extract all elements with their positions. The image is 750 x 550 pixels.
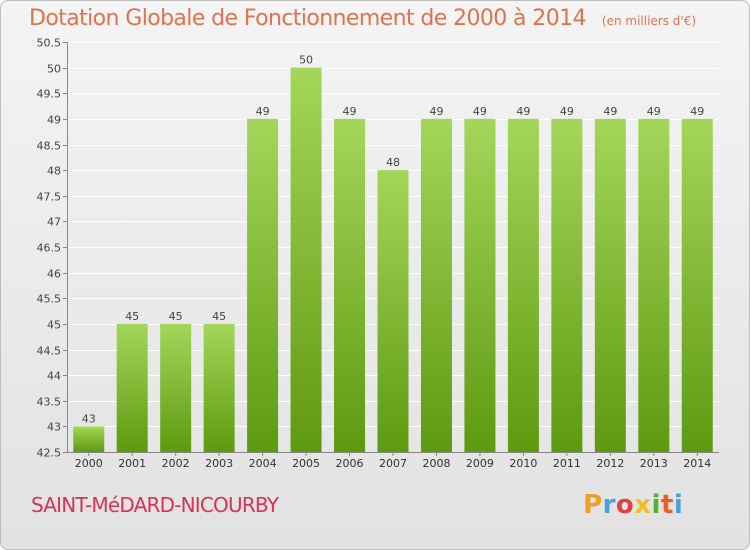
bar-2009 xyxy=(464,118,496,452)
x-tick-label-2007: 2007 xyxy=(379,457,407,470)
y-tick-label: 44.5 xyxy=(37,345,62,358)
y-tick-label: 46 xyxy=(47,268,61,281)
x-tick-label-2013: 2013 xyxy=(640,457,668,470)
y-tick-label: 43.5 xyxy=(37,396,62,409)
logo-letter: x xyxy=(634,490,652,520)
data-label-2006: 49 xyxy=(343,105,357,118)
y-tick-label: 48 xyxy=(47,165,61,178)
y-tick-label: 49.5 xyxy=(37,88,62,101)
bar-2006 xyxy=(334,118,366,452)
logo-letter: i xyxy=(673,490,684,520)
bar-2011 xyxy=(551,118,583,452)
bar-2008 xyxy=(420,118,452,452)
data-label-2005: 50 xyxy=(299,54,313,67)
x-tick-label-2002: 2002 xyxy=(162,457,190,470)
x-tick-label-2001: 2001 xyxy=(118,457,146,470)
y-tick-label: 48.5 xyxy=(37,140,62,153)
x-tick-label-2006: 2006 xyxy=(336,457,364,470)
bars xyxy=(73,67,713,452)
bar-2004 xyxy=(247,118,279,452)
data-label-2002: 45 xyxy=(169,310,183,323)
logo-letter: o xyxy=(615,490,635,520)
y-tick-label: 49 xyxy=(47,114,61,127)
commune-name: SAINT-MéDARD-NICOURBY xyxy=(31,493,279,517)
x-tick-label-2004: 2004 xyxy=(249,457,277,470)
x-tick-label-2011: 2011 xyxy=(553,457,581,470)
logo-letter: r xyxy=(602,490,616,520)
y-tick-label: 46.5 xyxy=(37,242,62,255)
y-tick-label: 47.5 xyxy=(37,191,62,204)
y-tick-label: 43 xyxy=(47,421,61,434)
data-label-2001: 45 xyxy=(125,310,139,323)
proxiti-logo: Proxiti xyxy=(583,490,683,520)
x-tick-label-2005: 2005 xyxy=(292,457,320,470)
x-tick-label-2014: 2014 xyxy=(683,457,711,470)
x-tick-label-2003: 2003 xyxy=(205,457,233,470)
x-tick-label-2009: 2009 xyxy=(466,457,494,470)
bar-2002 xyxy=(160,323,192,452)
data-label-2010: 49 xyxy=(516,105,530,118)
y-tick-label: 45.5 xyxy=(37,293,62,306)
bar-2005 xyxy=(290,67,322,452)
data-label-2011: 49 xyxy=(560,105,574,118)
y-tick-label: 44 xyxy=(47,370,61,383)
data-label-2008: 49 xyxy=(429,105,443,118)
data-label-2012: 49 xyxy=(603,105,617,118)
bar-2001 xyxy=(116,323,148,452)
data-label-2003: 45 xyxy=(212,310,226,323)
title-row: Dotation Globale de Fonctionnement de 20… xyxy=(29,6,696,31)
x-tick-label-2010: 2010 xyxy=(509,457,537,470)
chart-title: Dotation Globale de Fonctionnement de 20… xyxy=(29,6,587,31)
y-tick-label: 45 xyxy=(47,319,61,332)
y-tick-labels: 42.5 43 43.5 44 44.5 45 45.5 46 46.5 47 47.5 48 48.5… xyxy=(37,37,62,460)
x-tick-labels: 2000 2001 2002 2003 2004 2005 2006 2007 2008 2009… xyxy=(75,457,712,470)
bar-2007 xyxy=(377,170,409,452)
x-tick-label-2008: 2008 xyxy=(422,457,450,470)
bar-2013 xyxy=(638,118,670,452)
bar-2000 xyxy=(73,426,105,452)
y-tick-label: 50.5 xyxy=(37,37,62,50)
axes xyxy=(63,42,719,456)
logo-letter: P xyxy=(583,490,603,520)
logo-letter: t xyxy=(660,490,674,520)
y-tick-label: 47 xyxy=(47,216,61,229)
unit-label: (en milliers d'€) xyxy=(601,14,697,28)
data-label-2004: 49 xyxy=(256,105,270,118)
y-tick-label: 42.5 xyxy=(37,447,62,460)
data-label-2000: 43 xyxy=(82,412,96,425)
y-tick-label: 50 xyxy=(47,63,61,76)
data-label-2009: 49 xyxy=(473,105,487,118)
bar-2003 xyxy=(203,323,235,452)
data-label-2007: 48 xyxy=(386,156,400,169)
data-labels: 43 45 45 45 49 50 49 48 49 49 49 49 49 49 49 xyxy=(82,54,705,426)
x-tick-label-2012: 2012 xyxy=(596,457,624,470)
data-label-2014: 49 xyxy=(690,105,704,118)
bar-2014 xyxy=(681,118,713,452)
bar-2012 xyxy=(594,118,626,452)
data-label-2013: 49 xyxy=(647,105,661,118)
logo-letter: i xyxy=(651,490,661,520)
bar-2010 xyxy=(507,118,539,452)
x-tick-label-2000: 2000 xyxy=(75,457,103,470)
